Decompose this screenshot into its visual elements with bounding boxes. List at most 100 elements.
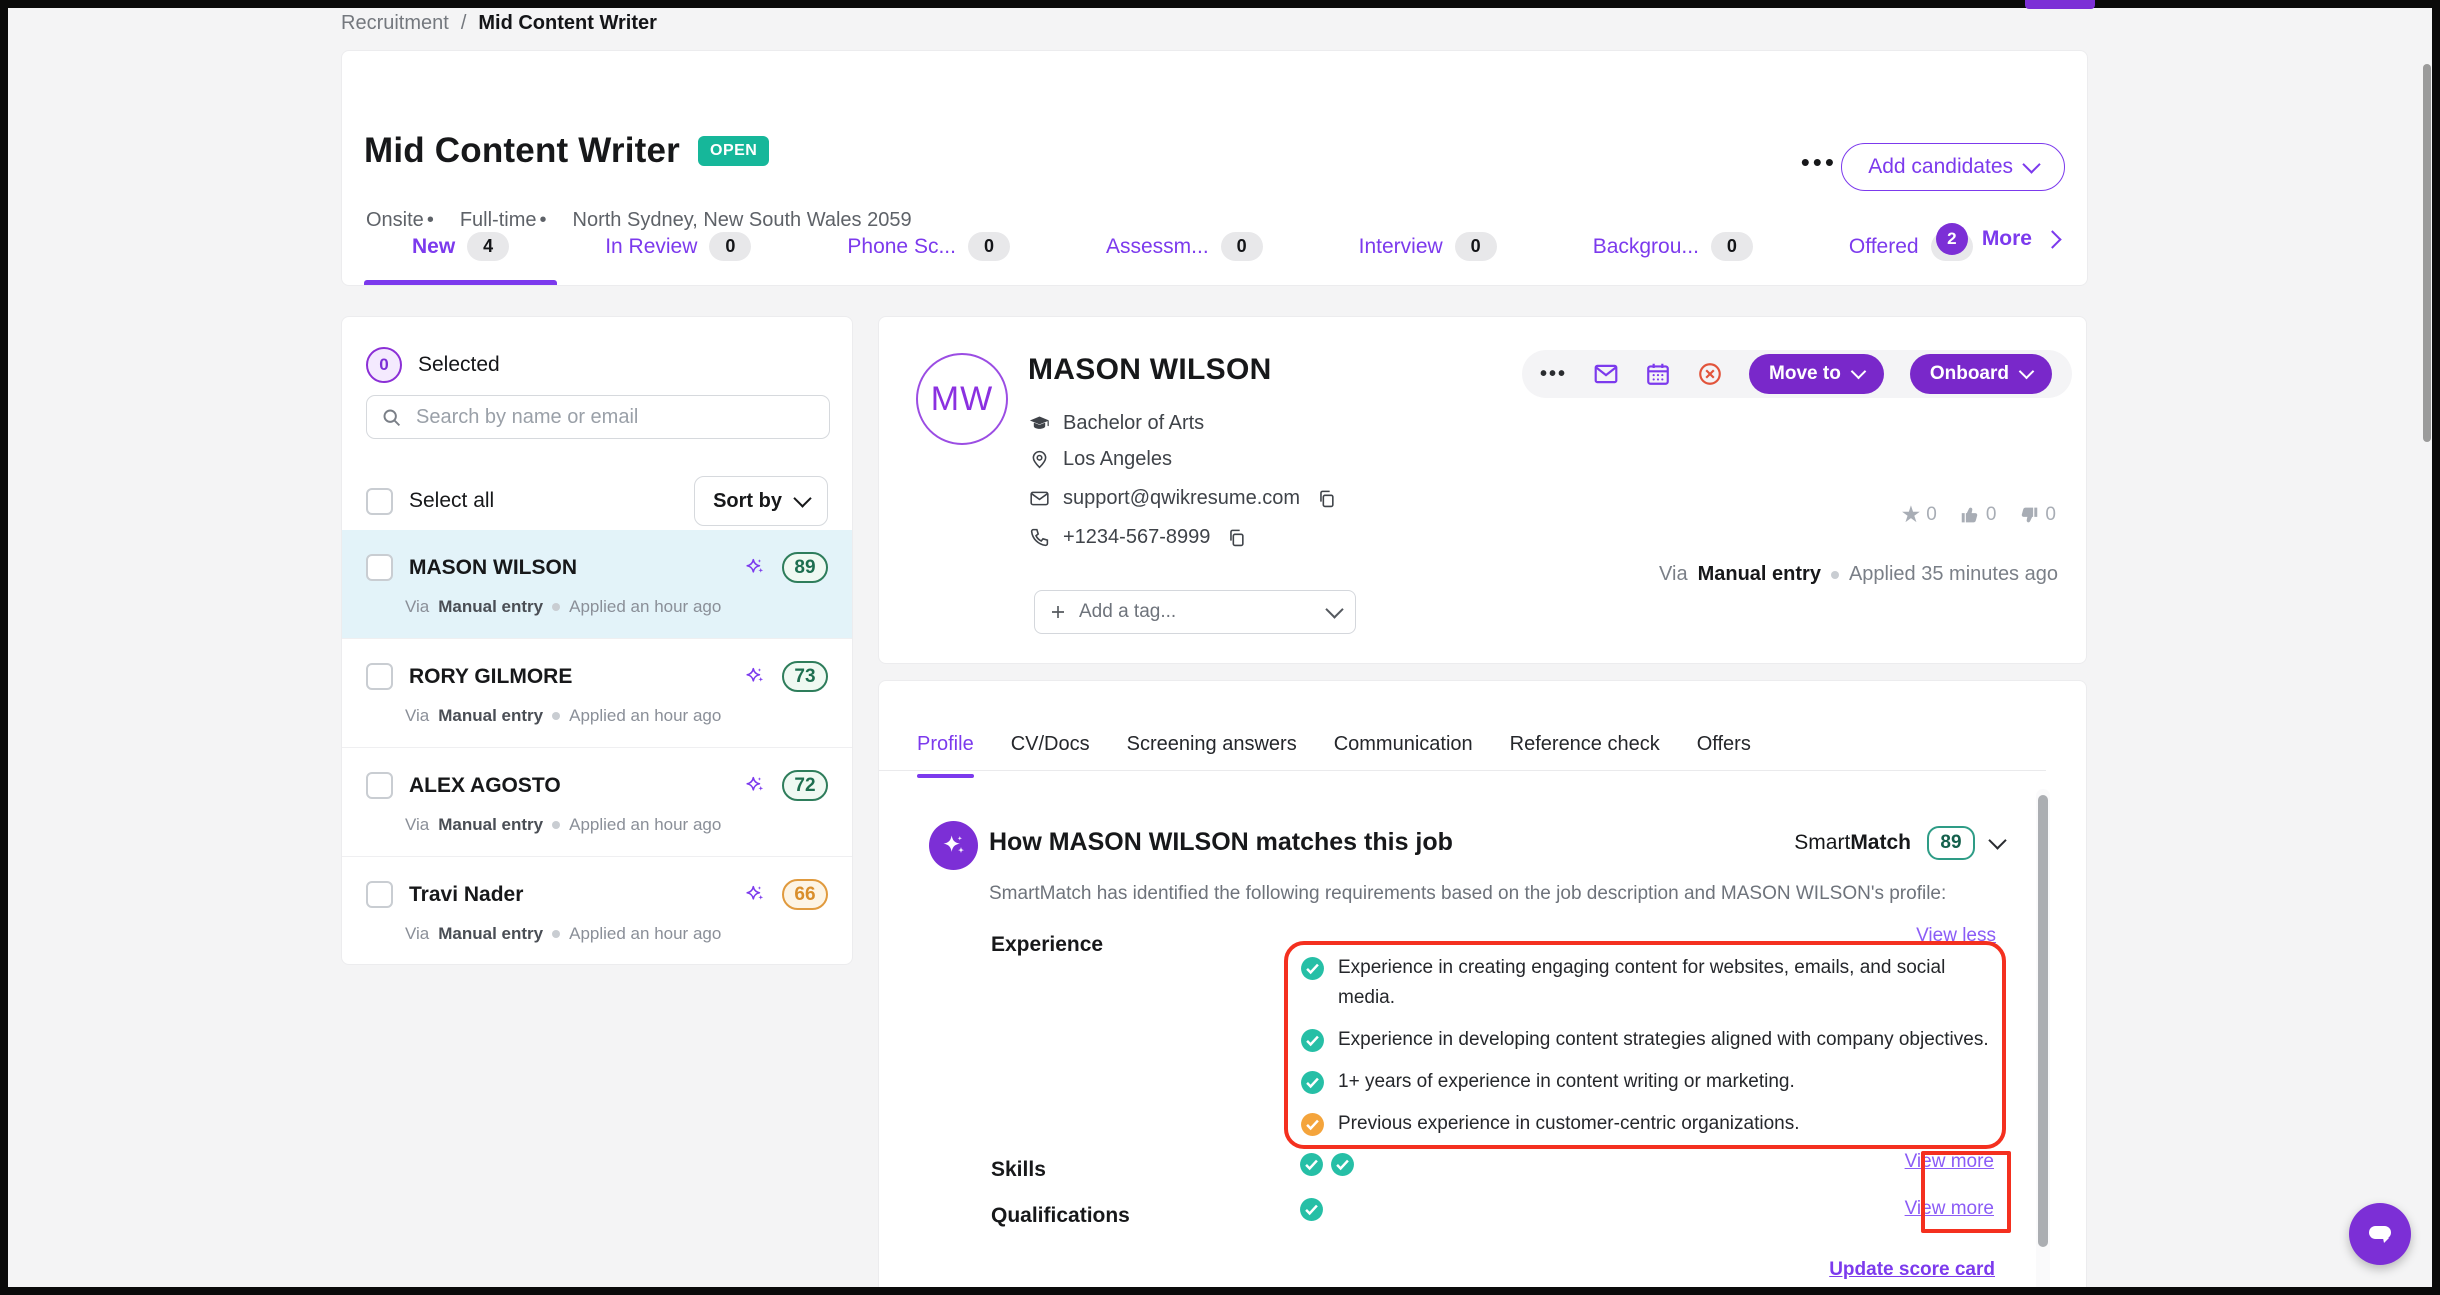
qualifications-section-label: Qualifications (991, 1204, 1130, 1227)
qualifications-view-more[interactable]: View more (1904, 1198, 1994, 1219)
star-rating[interactable]: ★ 0 (1900, 501, 1937, 527)
candidate-more-menu-icon[interactable]: ••• (1540, 362, 1568, 385)
stage-tab-background[interactable]: Backgrou... 0 (1545, 232, 1801, 285)
breadcrumb-separator: / (460, 12, 467, 34)
tab-communication[interactable]: Communication (1333, 733, 1473, 755)
smartmatch-score-area: SmartMatch 89 (1794, 826, 2007, 860)
requirement-item: Experience in developing content strateg… (1300, 1025, 1990, 1055)
add-candidates-label: Add candidates (1868, 155, 2013, 178)
stage-tab-new[interactable]: New 4 (364, 232, 558, 285)
skills-view-more[interactable]: View more (1904, 1151, 1994, 1172)
breadcrumb-current: Mid Content Writer (478, 12, 657, 34)
update-score-card-link[interactable]: Update score card (1829, 1259, 1995, 1280)
candidate-row-travi-nader[interactable]: Travi Nader 66 Via Manual entry Applied … (342, 857, 852, 964)
requirement-item: Experience in creating engaging content … (1300, 953, 1990, 1013)
plus-icon (1052, 606, 1064, 618)
search-input[interactable] (414, 404, 815, 430)
experience-view-toggle[interactable]: View less (1916, 925, 1996, 946)
thumbs-up-icon (1961, 507, 1978, 522)
candidate-name: MASON WILSON (409, 555, 577, 579)
tab-cv-docs[interactable]: CV/Docs (1010, 733, 1090, 755)
tab-screening-answers[interactable]: Screening answers (1126, 733, 1297, 755)
dot-separator (552, 821, 561, 829)
stage-tab-assessment[interactable]: Assessm... 0 (1058, 232, 1311, 285)
candidate-action-bar: ••• Move to Onboard (1522, 350, 2072, 398)
skills-section-label: Skills (991, 1158, 1046, 1181)
candidate-list-panel: 0 Selected Select all Sort by MASON WILS… (341, 316, 853, 965)
more-stages-count: 2 (1935, 223, 1968, 255)
more-stages-button[interactable]: 2 More (1935, 223, 2062, 255)
candidate-profile-card: Profile CV/Docs Screening answers Commun… (878, 680, 2087, 1295)
candidate-email[interactable]: support@qwikresume.com (1063, 487, 1301, 509)
candidate-checkbox[interactable] (366, 772, 393, 799)
add-candidates-button[interactable]: Add candidates (1841, 143, 2065, 191)
window-scrollbar-thumb[interactable] (2423, 64, 2431, 442)
candidate-checkbox[interactable] (366, 663, 393, 690)
job-status-badge: OPEN (698, 136, 770, 166)
schedule-calendar-icon[interactable] (1645, 361, 1671, 387)
stage-tab-phone-screen[interactable]: Phone Sc... 0 (799, 232, 1058, 285)
candidate-checkbox[interactable] (366, 881, 393, 908)
candidate-education: Bachelor of Arts (1063, 412, 1205, 434)
profile-scrollbar[interactable] (2036, 789, 2050, 1295)
copy-icon[interactable] (1317, 489, 1336, 508)
sort-by-button[interactable]: Sort by (694, 476, 828, 526)
breadcrumb: Recruitment / Mid Content Writer (341, 12, 657, 35)
partial-check-icon (1301, 1113, 1324, 1136)
dot-separator (552, 603, 561, 611)
smartmatch-description: SmartMatch has identified the following … (989, 883, 1947, 904)
candidate-name-heading: MASON WILSON (1028, 353, 1272, 386)
smartmatch-score-badge: 73 (782, 661, 828, 692)
thumbs-up-rating[interactable]: 0 (1959, 504, 1996, 526)
education-icon (1029, 416, 1050, 429)
match-check-icon (1331, 1153, 1354, 1176)
smartmatch-sparkle-icon (746, 885, 764, 900)
selected-count-badge: 0 (366, 347, 402, 383)
requirement-item: 1+ years of experience in content writin… (1300, 1067, 1990, 1097)
clipped-top-button (2025, 0, 2095, 9)
thumbs-down-rating[interactable]: 0 (2018, 504, 2056, 526)
chevron-down-icon (1850, 363, 1867, 379)
candidate-row-mason-wilson[interactable]: MASON WILSON 89 Via Manual entry Applied… (342, 530, 852, 639)
candidate-row-alex-agosto[interactable]: ALEX AGOSTO 72 Via Manual entry Applied … (342, 748, 852, 857)
send-email-icon[interactable] (1593, 361, 1619, 387)
candidate-checkbox[interactable] (366, 554, 393, 581)
stage-count: 0 (709, 232, 752, 261)
stage-tab-interview[interactable]: Interview 0 (1311, 232, 1545, 285)
job-more-menu-icon[interactable]: ••• (1800, 147, 1837, 177)
profile-tabs: Profile CV/Docs Screening answers Commun… (917, 733, 1751, 778)
smartmatch-score-badge: 66 (782, 879, 828, 910)
onboard-button[interactable]: Onboard (1909, 354, 2052, 394)
chevron-down-icon (2018, 363, 2035, 379)
experience-section-label: Experience (991, 933, 1104, 956)
tab-reference-check[interactable]: Reference check (1509, 733, 1660, 755)
scrollbar-thumb[interactable] (2038, 795, 2048, 1247)
chevron-down-icon[interactable] (1988, 830, 2007, 850)
stage-tab-in-review[interactable]: In Review 0 (557, 232, 799, 285)
select-all-checkbox[interactable] (366, 487, 393, 515)
add-tag-field[interactable]: Add a tag... (1034, 590, 1356, 634)
dot-separator (1830, 570, 1839, 579)
candidate-phone[interactable]: +1234-567-8999 (1063, 526, 1211, 548)
candidate-row-rory-gilmore[interactable]: RORY GILMORE 73 Via Manual entry Applied… (342, 639, 852, 748)
copy-icon[interactable] (1227, 528, 1246, 547)
chat-widget-button[interactable] (2349, 1203, 2411, 1265)
move-to-button[interactable]: Move to (1749, 354, 1884, 394)
smartmatch-score-badge: 89 (782, 552, 828, 583)
reject-icon[interactable] (1697, 361, 1723, 387)
stage-count: 0 (1454, 232, 1497, 261)
job-meta: Onsite Full-time North Sydney, New South… (366, 209, 912, 232)
match-check-icon (1300, 1153, 1323, 1176)
dot-separator (552, 930, 561, 938)
chevron-down-icon (793, 488, 812, 508)
candidate-name: ALEX AGOSTO (409, 773, 561, 797)
avatar: MW (916, 353, 1008, 445)
qualifications-checks (1299, 1194, 1324, 1222)
stage-count: 0 (1220, 232, 1263, 261)
skills-checks (1299, 1149, 1355, 1177)
select-all-label: Select all (409, 489, 495, 512)
breadcrumb-parent[interactable]: Recruitment (341, 12, 449, 34)
tab-offers[interactable]: Offers (1696, 733, 1751, 755)
chat-bubble-icon (2369, 1226, 2391, 1243)
tab-profile[interactable]: Profile (917, 733, 974, 778)
